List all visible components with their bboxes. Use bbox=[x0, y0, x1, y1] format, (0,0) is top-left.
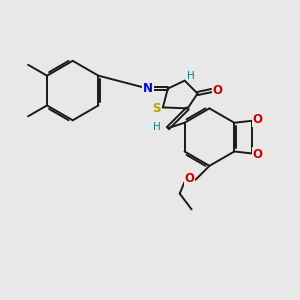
Text: O: O bbox=[184, 172, 195, 185]
Text: O: O bbox=[212, 84, 222, 97]
Text: N: N bbox=[143, 82, 153, 95]
Text: H: H bbox=[187, 71, 194, 81]
Text: O: O bbox=[252, 148, 262, 161]
Text: H: H bbox=[153, 122, 161, 132]
Text: S: S bbox=[152, 102, 160, 115]
Text: O: O bbox=[252, 113, 262, 126]
